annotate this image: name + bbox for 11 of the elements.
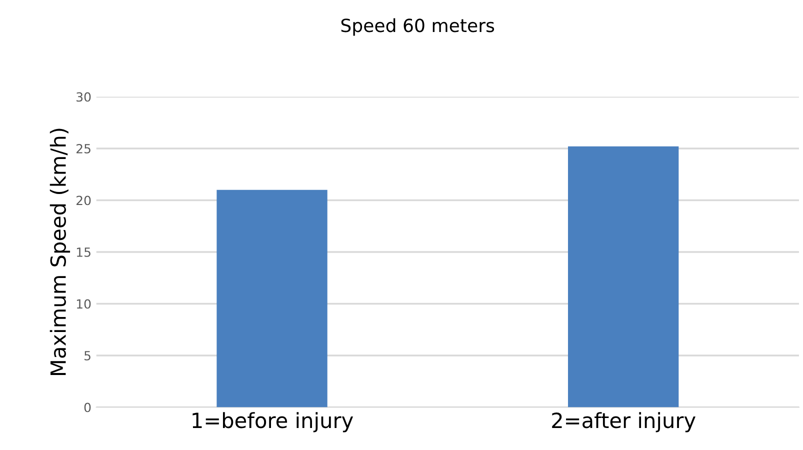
y-tick-label: 15 xyxy=(76,248,90,257)
x-tick-label: 1=before injury xyxy=(192,412,354,432)
x-tick-label: 2=after injury xyxy=(552,412,696,432)
y-tick-label: 30 xyxy=(76,92,91,102)
y-tick-label: 25 xyxy=(76,144,90,154)
y-tick-label: 5 xyxy=(84,351,90,360)
y-tick-label: 0 xyxy=(84,402,91,412)
y-tick-label: 10 xyxy=(76,299,91,309)
y-axis-title: Maximum Speed (km/h) xyxy=(50,128,70,375)
y-tick-label: 20 xyxy=(76,196,91,206)
chart-title: Speed 60 meters xyxy=(341,18,494,36)
